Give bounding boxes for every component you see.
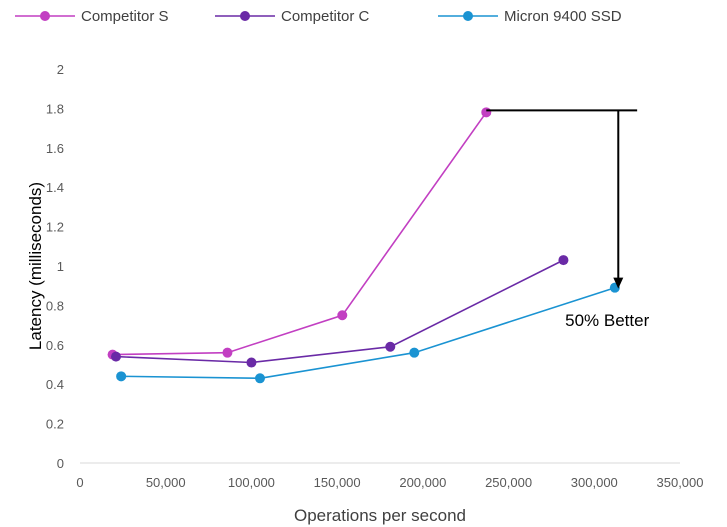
x-tick-label: 300,000 bbox=[571, 475, 618, 490]
x-tick-label: 0 bbox=[76, 475, 83, 490]
series-line bbox=[112, 111, 487, 356]
y-tick-label: 0.8 bbox=[46, 298, 64, 313]
x-tick-label: 200,000 bbox=[399, 475, 446, 490]
data-point bbox=[385, 341, 396, 352]
legend-marker bbox=[240, 11, 250, 21]
x-axis-title: Operations per second bbox=[294, 506, 466, 525]
series-line bbox=[121, 286, 616, 380]
x-axis: 0 50,000 100,000 150,000 200,000 250,000 300,0… bbox=[76, 475, 703, 490]
x-tick-label: 250,000 bbox=[485, 475, 532, 490]
x-tick-label: 150,000 bbox=[314, 475, 361, 490]
legend-label: Competitor C bbox=[281, 8, 370, 25]
annotation-arrow-head bbox=[613, 277, 624, 289]
y-axis: 0 0.2 0.4 0.6 0.8 1 1.2 1.4 1.6 1.8 2 bbox=[46, 62, 64, 471]
legend: Competitor S Competitor C Micron 9400 SSD bbox=[15, 8, 622, 25]
y-tick-label: 1 bbox=[57, 259, 64, 274]
data-point bbox=[481, 107, 492, 118]
data-point bbox=[116, 371, 127, 382]
legend-label: Micron 9400 SSD bbox=[504, 8, 622, 25]
data-point bbox=[558, 255, 569, 266]
data-point bbox=[255, 373, 265, 384]
series-layer bbox=[107, 107, 620, 384]
x-tick-label: 50,000 bbox=[146, 475, 186, 490]
data-point bbox=[111, 351, 121, 362]
y-tick-label: 1.2 bbox=[46, 220, 64, 235]
y-tick-label: 0.4 bbox=[46, 377, 64, 392]
x-tick-label: 350,000 bbox=[657, 475, 704, 490]
legend-marker bbox=[40, 11, 50, 21]
y-tick-label: 2 bbox=[57, 62, 64, 77]
y-tick-label: 0 bbox=[57, 456, 64, 471]
legend-label: Competitor S bbox=[81, 8, 169, 25]
data-point bbox=[409, 347, 420, 358]
y-tick-label: 1.4 bbox=[46, 180, 64, 195]
legend-marker bbox=[463, 11, 473, 21]
y-axis-title: Latency (milliseconds) bbox=[26, 182, 45, 350]
y-tick-label: 1.6 bbox=[46, 141, 64, 156]
annotation-label: 50% Better bbox=[565, 311, 649, 330]
y-tick-label: 0.2 bbox=[46, 417, 64, 432]
y-tick-label: 0.6 bbox=[46, 338, 64, 353]
data-point bbox=[337, 310, 348, 321]
series-line bbox=[115, 259, 564, 364]
data-point bbox=[222, 347, 233, 358]
x-tick-label: 100,000 bbox=[228, 475, 275, 490]
data-point bbox=[246, 357, 257, 368]
y-tick-label: 1.8 bbox=[46, 101, 64, 116]
annotation bbox=[486, 109, 638, 289]
